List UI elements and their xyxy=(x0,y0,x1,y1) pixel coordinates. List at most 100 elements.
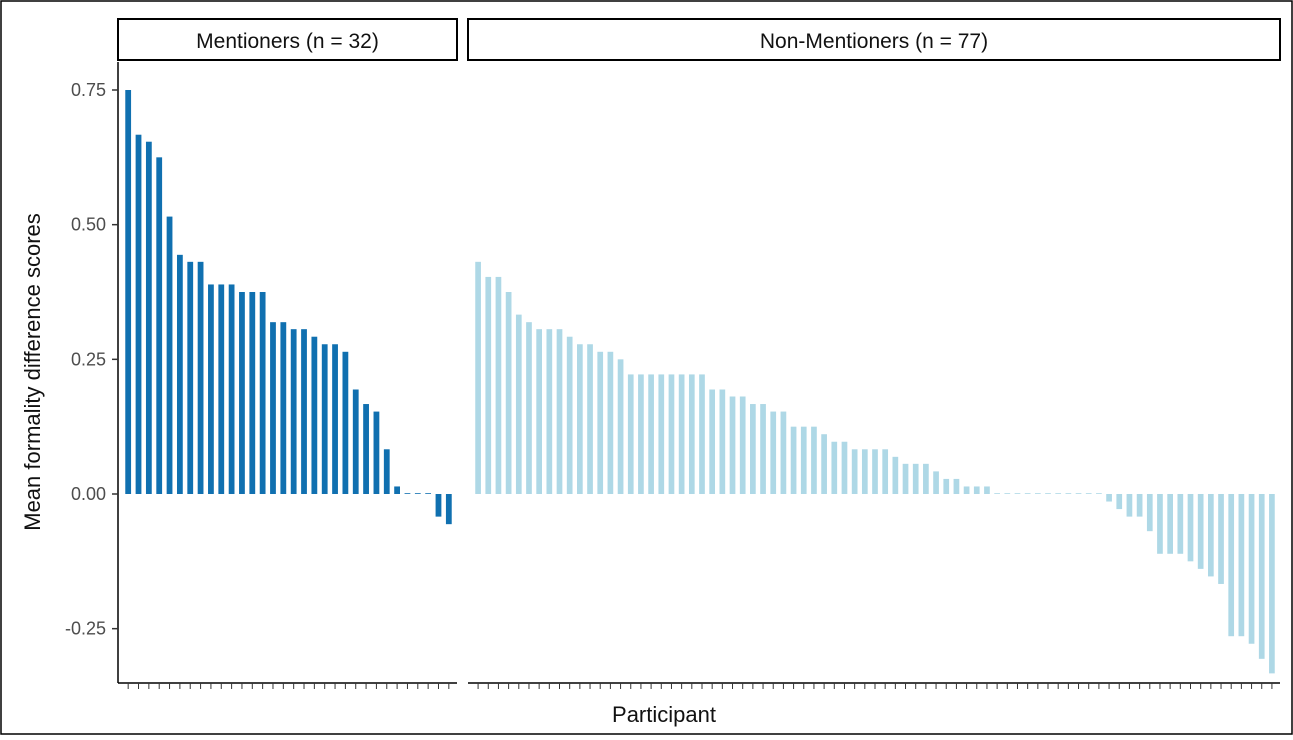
bar xyxy=(208,284,214,494)
bar xyxy=(872,449,878,494)
bar xyxy=(770,411,777,494)
bar xyxy=(750,404,756,494)
y-tick-label: 0.25 xyxy=(71,349,106,369)
x-axis-ticks xyxy=(127,683,1273,689)
bar xyxy=(1146,494,1153,532)
strip-header-mentioners xyxy=(117,18,458,61)
bar xyxy=(678,374,685,494)
bar xyxy=(228,284,235,494)
bar xyxy=(135,134,142,494)
bar xyxy=(892,456,899,494)
bar xyxy=(1096,493,1102,494)
bar xyxy=(1034,493,1041,494)
bar xyxy=(280,322,287,494)
bar xyxy=(821,434,827,494)
bar xyxy=(668,374,675,494)
bar xyxy=(1269,494,1275,674)
y-tick-label: 0.75 xyxy=(71,80,106,100)
bar xyxy=(719,389,726,494)
bar xyxy=(1045,493,1051,494)
bar xyxy=(1187,494,1194,562)
bar xyxy=(166,216,173,494)
bar xyxy=(627,374,634,494)
bar xyxy=(912,463,919,494)
bar xyxy=(638,374,644,494)
bar xyxy=(963,486,970,494)
bar xyxy=(556,329,563,494)
bar xyxy=(1126,494,1133,517)
x-axis-title: Participant xyxy=(612,702,716,727)
bar xyxy=(249,292,256,494)
bar xyxy=(577,344,583,494)
bar xyxy=(546,329,553,494)
bar xyxy=(933,471,939,494)
bar xyxy=(1177,494,1184,554)
bar xyxy=(729,396,736,494)
bar xyxy=(332,344,338,494)
bar xyxy=(790,426,797,494)
bar xyxy=(902,463,909,494)
bar xyxy=(607,351,614,494)
bar xyxy=(425,493,432,494)
bar xyxy=(1024,493,1031,494)
strip-header-non-mentioners xyxy=(467,18,1281,61)
bar xyxy=(566,336,573,494)
bar xyxy=(1116,494,1123,510)
bar xyxy=(536,329,542,494)
bar xyxy=(239,292,245,494)
bar xyxy=(321,344,328,494)
bar xyxy=(658,374,665,494)
bar xyxy=(301,329,307,494)
bar xyxy=(404,493,411,494)
bar xyxy=(526,322,532,494)
bar xyxy=(1136,494,1143,517)
bar xyxy=(688,374,695,494)
bar xyxy=(342,351,349,494)
bar xyxy=(617,359,624,494)
bar xyxy=(145,141,152,494)
bar xyxy=(125,90,132,494)
bar xyxy=(383,449,390,494)
bar xyxy=(1055,493,1062,494)
bar xyxy=(363,404,369,494)
y-tick-label: 0.50 xyxy=(71,215,106,235)
bar xyxy=(943,478,950,494)
bar xyxy=(1208,494,1214,577)
bar xyxy=(156,157,163,494)
bar xyxy=(414,493,421,494)
bar xyxy=(352,389,359,494)
bar xyxy=(373,411,380,494)
bar xyxy=(1004,493,1011,494)
bar xyxy=(984,486,990,494)
bar xyxy=(311,336,318,494)
y-tick-label: 0.00 xyxy=(71,484,106,504)
bar xyxy=(475,261,481,494)
bar xyxy=(851,449,858,494)
bar xyxy=(1157,494,1163,554)
bar xyxy=(197,261,204,494)
bar xyxy=(739,396,746,494)
bar xyxy=(1248,494,1255,644)
bar xyxy=(648,374,654,494)
bar xyxy=(505,292,512,494)
bar xyxy=(485,276,492,494)
bar xyxy=(1085,493,1092,494)
bar xyxy=(259,292,266,494)
bar xyxy=(445,494,452,525)
bar xyxy=(290,329,297,494)
y-axis-ticks: -0.25 0.00 0.25 0.50 0.75 xyxy=(65,80,118,639)
bar xyxy=(1106,494,1112,502)
bars-mentioners xyxy=(125,90,452,525)
bar xyxy=(587,344,593,494)
strip-label-non-mentioners: Non-Mentioners (n = 77) xyxy=(760,30,988,53)
bar xyxy=(1065,493,1072,494)
bar xyxy=(800,426,807,494)
bar xyxy=(435,494,442,517)
y-tick-label: -0.25 xyxy=(65,619,106,639)
bar xyxy=(841,441,848,494)
bar xyxy=(270,322,276,494)
bar xyxy=(1218,494,1224,584)
